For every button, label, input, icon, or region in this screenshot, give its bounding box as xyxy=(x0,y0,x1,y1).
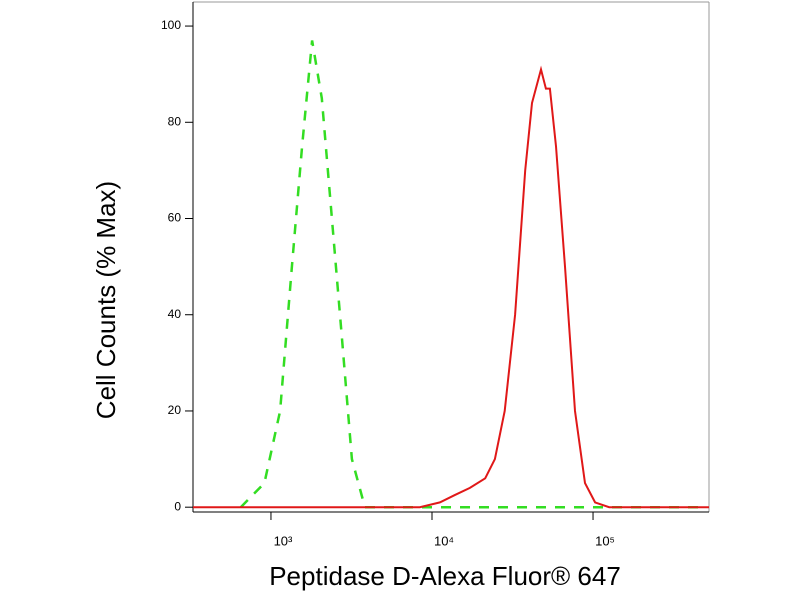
y-tick-label: 80 xyxy=(168,114,182,128)
histogram-line xyxy=(239,40,706,509)
y-tick-label: 60 xyxy=(168,211,182,225)
y-axis-label: Cell Counts (% Max) xyxy=(91,181,121,419)
y-tick-label: 0 xyxy=(174,499,181,513)
y-tick-label: 100 xyxy=(161,18,181,32)
x-axis-label: Peptidase D-Alexa Fluor® 647 xyxy=(269,561,621,591)
y-tick-label: 40 xyxy=(168,307,182,321)
y-tick-label: 20 xyxy=(168,403,182,417)
x-tick-label: 10⁴ xyxy=(434,533,454,548)
histogram-line xyxy=(193,65,709,509)
x-tick-label: 10³ xyxy=(274,533,293,548)
x-tick-label: 10⁵ xyxy=(595,533,615,548)
